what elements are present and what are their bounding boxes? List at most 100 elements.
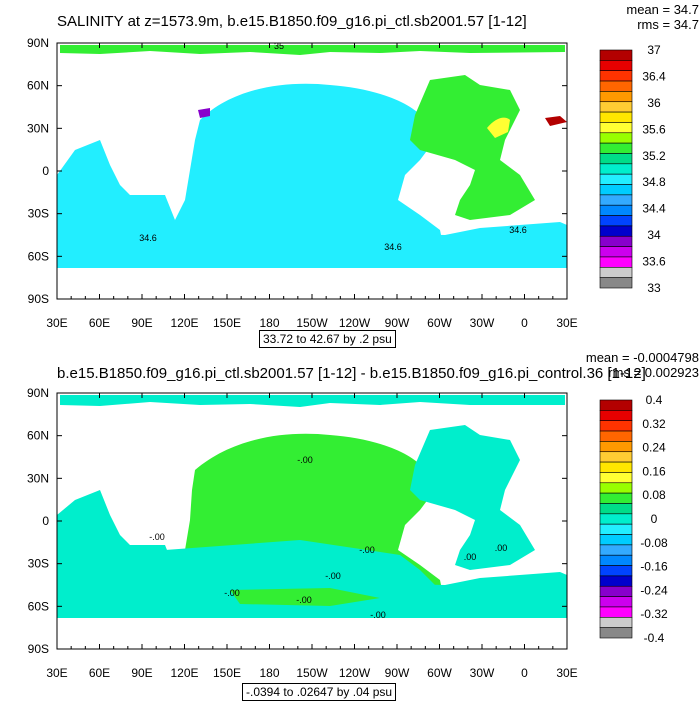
x-tick-label: 150W — [296, 666, 328, 680]
colorbar-label: 37 — [647, 43, 661, 57]
contour-label: -.00 — [149, 532, 165, 542]
y-tick-label: 90N — [27, 36, 49, 50]
colorbar-box — [599, 91, 633, 103]
contour-labels: -.00 -.00 -.00 .00 -.00 -.00 -.00 -.00 .00 — [149, 455, 507, 620]
x-tick-label: 30W — [470, 316, 495, 330]
contour-label: -.00 — [296, 595, 312, 605]
antarctica — [57, 618, 567, 649]
colorbar-label: -0.4 — [644, 631, 665, 645]
colorbar-label: 33 — [647, 281, 661, 295]
colorbar-box — [599, 173, 633, 185]
rms-stat: rms = 0.002923 — [608, 365, 699, 380]
colorbar-label: -0.16 — [640, 560, 668, 574]
x-tick-label: 120E — [170, 666, 198, 680]
x-tick-label: 0 — [521, 666, 528, 680]
y-axis: 90N 60N 30N 0 30S 60S 90S — [27, 386, 567, 656]
rms-stat: rms = 34.7 — [637, 17, 699, 32]
colorbar-box — [599, 575, 633, 587]
x-tick-label: 180 — [259, 666, 279, 680]
y-tick-label: 90N — [27, 386, 49, 400]
colorbar-box — [599, 122, 633, 134]
contour-label: -.00 — [224, 588, 240, 598]
colorbar-box — [599, 49, 633, 61]
colorbar-box — [599, 503, 633, 515]
colorbar-label: 0 — [651, 512, 658, 526]
colorbar-box — [599, 225, 633, 237]
colorbar-box — [599, 399, 633, 411]
stats-block: mean = -0.0004798 rms = 0.002923 — [586, 350, 699, 380]
colorbar-label: 36 — [647, 96, 661, 110]
colorbar-box — [599, 585, 633, 597]
contour-range-label: 33.72 to 42.67 by .2 psu — [259, 330, 396, 348]
colorbar-label: 33.6 — [642, 255, 666, 269]
colorbar-label: -0.24 — [640, 583, 668, 597]
x-tick-label: 30E — [46, 316, 67, 330]
chart-title: b.e15.B1850.f09_g16.pi_ctl.sb2001.57 [1-… — [57, 365, 646, 382]
colorbar-box — [599, 267, 633, 278]
colorbar-label: 35.2 — [642, 149, 666, 163]
antarctica — [57, 268, 567, 299]
x-tick-label: 180 — [259, 316, 279, 330]
southern-ocean — [57, 222, 567, 268]
mean-stat: mean = 34.7 — [626, 2, 699, 17]
colorbar-label: 0.24 — [642, 441, 666, 455]
red-sea-outflow — [545, 116, 567, 126]
atlantic-ocean — [410, 75, 535, 220]
contour-label: -.00 — [325, 571, 341, 581]
y-tick-label: 30S — [28, 207, 49, 221]
y-tick-label: 90S — [28, 642, 49, 656]
colorbar-box — [599, 204, 633, 216]
colorbar-box — [599, 101, 633, 113]
x-tick-label: 150E — [213, 666, 241, 680]
y-tick-label: 30N — [27, 121, 49, 135]
y-tick-label: 60S — [28, 599, 49, 613]
difference-panel: b.e15.B1850.f09_g16.pi_ctl.sb2001.57 [1-… — [0, 350, 700, 701]
colorbar-box — [599, 60, 633, 71]
colorbar-box — [599, 410, 633, 421]
x-tick-label: 60W — [427, 316, 452, 330]
y-tick-label: 0 — [42, 164, 49, 178]
colorbar-box — [599, 111, 633, 123]
colorbar-box — [599, 132, 633, 144]
y-tick-label: 30S — [28, 557, 49, 571]
x-tick-label: 60E — [89, 316, 110, 330]
colorbar-box — [599, 441, 633, 453]
x-tick-label: 120E — [170, 316, 198, 330]
japan-sea-patch — [198, 108, 210, 118]
colorbar-box — [599, 596, 633, 608]
colorbar-label: 0.08 — [642, 488, 666, 502]
colorbar-box — [599, 451, 633, 463]
colorbar-box — [599, 534, 633, 546]
arctic-ocean — [60, 395, 565, 407]
contour-label: 34.6 — [384, 242, 402, 252]
colorbar-box — [599, 184, 633, 196]
colorbar-label: 35.6 — [642, 122, 666, 136]
x-tick-label: 0 — [521, 316, 528, 330]
y-tick-label: 30N — [27, 471, 49, 485]
x-tick-label: 90W — [385, 666, 410, 680]
map-field — [57, 395, 567, 649]
contour-label: 34.6 — [509, 225, 527, 235]
colorbar-box — [599, 277, 633, 289]
colorbar-box — [599, 554, 633, 566]
mediterranean-outflow — [487, 117, 510, 138]
colorbar-box — [599, 194, 633, 206]
difference-map: 30E 60E 90E 120E 150E 180 150W 120W 90W 60W 30W 0 30… — [27, 386, 668, 680]
colorbar-label: -0.32 — [640, 607, 668, 621]
colorbar-label: 0.4 — [646, 393, 663, 407]
contour-label: 34.6 — [139, 233, 157, 243]
contour-label: -.00 — [359, 545, 375, 555]
colorbar-label: 34.4 — [642, 202, 666, 216]
colorbar-box — [599, 235, 633, 247]
contour-labels: 35 34.6 34.6 34.6 — [139, 41, 527, 252]
colorbar-label: 34.8 — [642, 175, 666, 189]
y-tick-label: 90S — [28, 292, 49, 306]
colorbar-box — [599, 492, 633, 504]
colorbar-box — [599, 70, 633, 82]
arctic-ocean — [60, 45, 565, 55]
colorbar: 0.4 0.32 0.24 0.16 0.08 0 -0.08 -0.16 -0.24 -0.32… — [599, 393, 668, 645]
chart-title: SALINITY at z=1573.9m, b.e15.B1850.f09_g… — [57, 13, 527, 30]
colorbar-box — [599, 215, 633, 227]
x-tick-label: 90E — [131, 316, 152, 330]
colorbar-label: 0.32 — [642, 417, 666, 431]
